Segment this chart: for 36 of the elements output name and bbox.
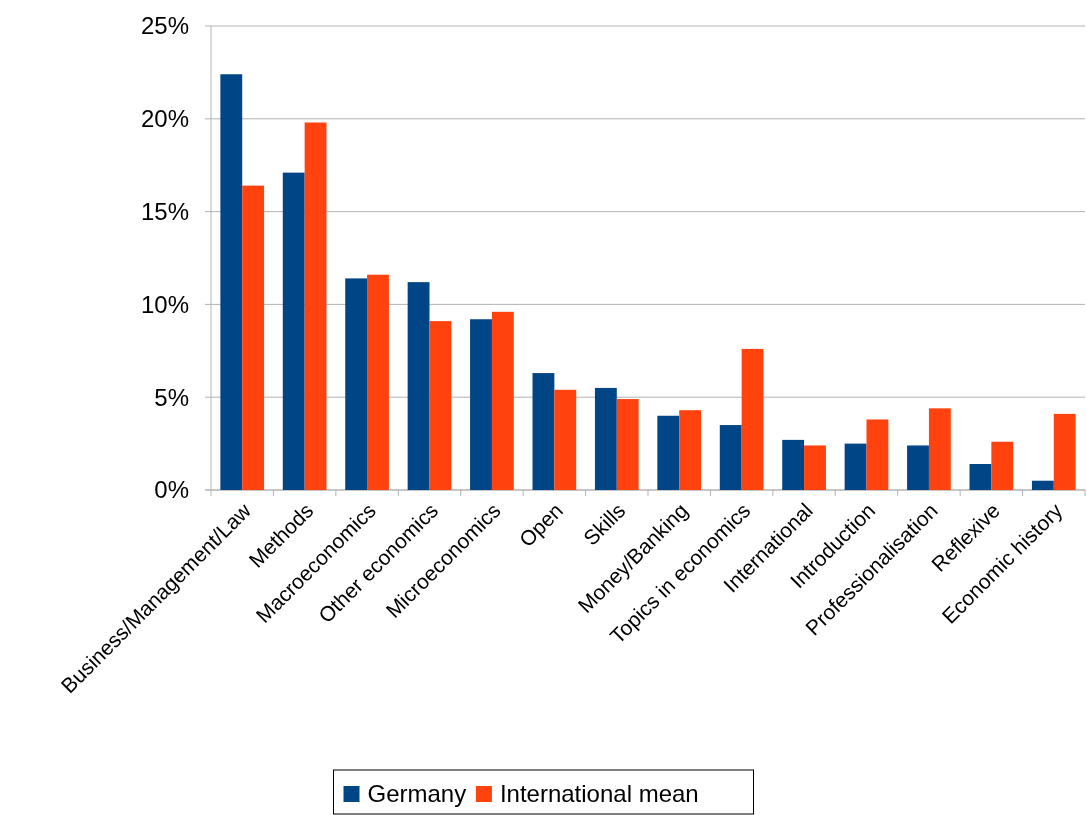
bar xyxy=(242,185,265,490)
y-tick-label: 15% xyxy=(140,198,189,225)
bar xyxy=(470,319,492,490)
bar xyxy=(907,445,929,490)
bar xyxy=(616,399,639,490)
bar xyxy=(532,373,555,490)
bar xyxy=(367,274,389,490)
bar xyxy=(991,441,1014,490)
bar xyxy=(491,311,514,490)
bar xyxy=(345,278,368,490)
bar xyxy=(741,348,764,490)
bar xyxy=(220,74,243,490)
bar xyxy=(866,419,889,490)
bar xyxy=(679,410,702,490)
bar xyxy=(928,408,951,490)
bar xyxy=(719,425,742,490)
bar xyxy=(782,439,805,490)
legend-label: Germany xyxy=(367,780,467,808)
legend-label: International mean xyxy=(499,780,699,808)
bar xyxy=(844,443,867,490)
y-tick-label: 25% xyxy=(140,12,189,40)
bar xyxy=(657,415,680,490)
bar xyxy=(304,122,327,490)
y-tick-label: 0% xyxy=(154,476,189,504)
bar xyxy=(804,445,826,490)
y-tick-label: 20% xyxy=(140,105,189,133)
bar xyxy=(282,172,305,490)
bar xyxy=(554,389,577,490)
bar xyxy=(429,321,452,490)
bar xyxy=(407,282,430,490)
bar xyxy=(969,464,992,490)
bar xyxy=(1031,480,1054,490)
bar xyxy=(1053,413,1076,490)
y-tick-label: 5% xyxy=(154,383,189,411)
y-tick-label: 10% xyxy=(140,290,189,318)
bar xyxy=(594,387,617,490)
